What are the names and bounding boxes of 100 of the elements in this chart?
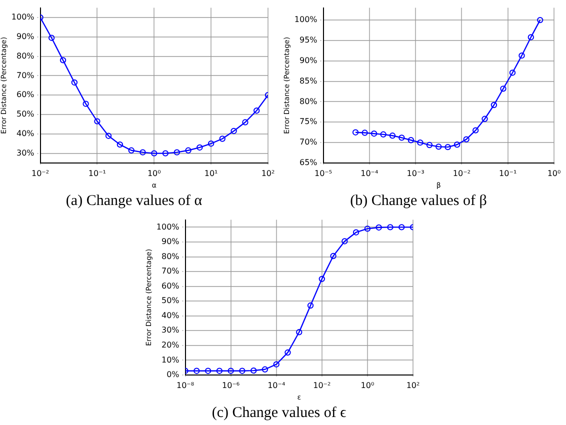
point bbox=[116, 141, 124, 148]
x-tick-label: 10⁰ bbox=[547, 168, 561, 178]
y-tick-label: 60% bbox=[161, 281, 180, 290]
y-tick-label: 10% bbox=[161, 355, 180, 364]
x-tick-label: 10⁻¹ bbox=[88, 168, 106, 178]
y-tick-label: 100% bbox=[11, 12, 35, 22]
point bbox=[254, 108, 260, 114]
y-tick-label: 80% bbox=[16, 51, 35, 60]
y-tick-label: 0% bbox=[166, 370, 180, 380]
y-tick-label: 80% bbox=[299, 96, 318, 106]
point bbox=[185, 147, 192, 154]
y-tick-label: 70% bbox=[16, 70, 35, 80]
x-tick-label: 10⁰ bbox=[360, 380, 374, 390]
point bbox=[518, 52, 525, 59]
point bbox=[48, 34, 55, 41]
x-tick-label: 10⁻² bbox=[313, 380, 331, 390]
point bbox=[364, 226, 371, 232]
x-tick-label: 10⁻¹ bbox=[499, 168, 517, 178]
y-tick-label: 95% bbox=[299, 36, 318, 45]
y-tick-label: 40% bbox=[16, 128, 35, 138]
x-tick-label: 10⁻² bbox=[452, 168, 471, 178]
point bbox=[408, 137, 414, 144]
x-tick-label: 10² bbox=[261, 168, 275, 178]
point bbox=[162, 150, 169, 156]
x-tick-label: 10⁻² bbox=[31, 168, 50, 178]
point bbox=[387, 224, 394, 230]
y-tick-label: 100% bbox=[156, 222, 180, 232]
x-tick-label: 10¹ bbox=[204, 168, 218, 178]
x-tick-label: 10⁰ bbox=[147, 168, 161, 178]
x-tick-label: 10⁻⁶ bbox=[222, 380, 240, 390]
point bbox=[105, 132, 112, 139]
point bbox=[216, 368, 223, 374]
point bbox=[230, 128, 237, 134]
point bbox=[500, 86, 506, 92]
y-tick-label: 50% bbox=[161, 296, 180, 306]
point bbox=[239, 368, 246, 374]
point bbox=[307, 302, 314, 309]
point bbox=[208, 140, 214, 147]
point bbox=[417, 139, 424, 146]
point bbox=[151, 150, 158, 156]
point bbox=[426, 142, 433, 148]
point bbox=[362, 130, 368, 136]
y-tick-label: 70% bbox=[299, 138, 318, 147]
point bbox=[194, 368, 200, 374]
point bbox=[482, 116, 488, 122]
point bbox=[436, 144, 442, 150]
y-tick-label: 65% bbox=[299, 158, 318, 168]
point bbox=[219, 136, 226, 142]
point bbox=[60, 57, 66, 64]
point bbox=[250, 367, 257, 374]
point bbox=[128, 147, 134, 154]
y-tick-label: 70% bbox=[161, 266, 180, 276]
point bbox=[444, 144, 451, 150]
point bbox=[528, 34, 534, 40]
y-tick-label: 90% bbox=[299, 56, 318, 65]
y-tick-label: 40% bbox=[161, 310, 180, 320]
point bbox=[376, 224, 382, 231]
x-tick-label: 10² bbox=[406, 380, 420, 390]
text: (b) Change values of β bbox=[350, 192, 487, 209]
point bbox=[342, 238, 348, 244]
y-tick-label: 90% bbox=[161, 237, 180, 246]
y-tick-label: 20% bbox=[161, 340, 180, 350]
x-tick-label: 10⁻⁸ bbox=[176, 380, 194, 390]
point bbox=[389, 132, 396, 139]
point bbox=[318, 276, 326, 282]
point bbox=[490, 102, 498, 108]
point bbox=[352, 129, 359, 136]
x-tick-label: 10⁻⁴ bbox=[268, 380, 286, 390]
y-tick-label: 50% bbox=[16, 110, 35, 119]
point bbox=[509, 70, 516, 76]
point bbox=[370, 130, 378, 137]
text: (a) Change values of α bbox=[66, 192, 202, 209]
point bbox=[380, 131, 386, 138]
point bbox=[537, 16, 544, 24]
point bbox=[94, 118, 100, 124]
y-tick-label: 75% bbox=[299, 117, 318, 126]
y-tick-label: 90% bbox=[16, 32, 35, 41]
point bbox=[352, 229, 360, 236]
point bbox=[273, 361, 280, 368]
point bbox=[196, 144, 203, 151]
x-tick-label: 10⁻⁴ bbox=[360, 168, 378, 178]
y-tick-label: 80% bbox=[161, 252, 180, 261]
point bbox=[284, 349, 291, 356]
y-tick-label: 100% bbox=[294, 15, 318, 24]
point bbox=[454, 142, 460, 148]
point bbox=[174, 149, 180, 156]
point bbox=[262, 366, 268, 372]
y-tick-label: 85% bbox=[299, 76, 318, 86]
point bbox=[204, 368, 212, 374]
point bbox=[398, 224, 405, 230]
point bbox=[398, 134, 405, 141]
point bbox=[463, 136, 470, 142]
point bbox=[82, 100, 89, 107]
point bbox=[71, 79, 78, 86]
x-tick-label: 10⁻⁵ bbox=[314, 168, 332, 178]
point bbox=[330, 252, 336, 260]
y-tick-label: 30% bbox=[161, 326, 180, 335]
point bbox=[228, 368, 234, 374]
point bbox=[472, 127, 479, 134]
point bbox=[296, 329, 302, 336]
